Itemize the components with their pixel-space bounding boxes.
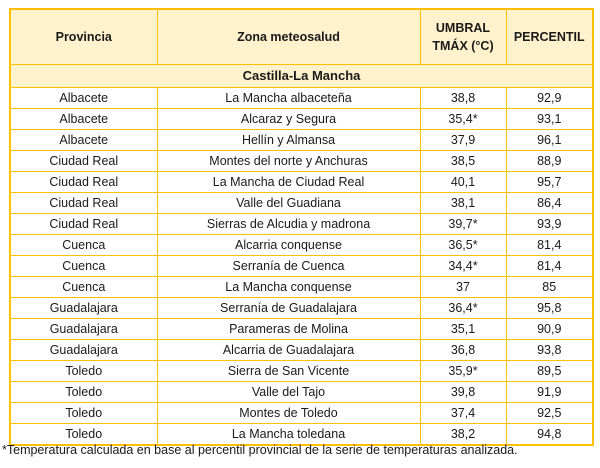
table-row: Cuenca Alcarria conquense 36,5* 81,4 [9,234,594,256]
table-row: Toledo La Mancha toledana 38,2 94,8 [9,423,594,446]
cell-umbral: 38,1 [419,192,507,214]
threshold-table: Provincia Zona meteosalud UMBRAL TMÁX (°… [9,8,594,446]
cell-zona: Alcarria de Guadalajara [156,339,421,361]
cell-zona: Montes del norte y Anchuras [156,150,421,172]
cell-zona: La Mancha toledana [156,423,421,446]
cell-percentil: 93,8 [505,339,594,361]
table-header-row: Provincia Zona meteosalud UMBRAL TMÁX (°… [9,8,594,65]
cell-provincia: Ciudad Real [9,171,158,193]
cell-percentil: 85 [505,276,594,298]
cell-provincia: Albacete [9,87,158,109]
cell-umbral: 37 [419,276,507,298]
table-row: Cuenca Serranía de Cuenca 34,4* 81,4 [9,255,594,277]
cell-umbral: 34,4* [419,255,507,277]
threshold-table-container: Provincia Zona meteosalud UMBRAL TMÁX (°… [9,8,594,446]
table-row: Albacete Alcaraz y Segura 35,4* 93,1 [9,108,594,130]
cell-zona: Parameras de Molina [156,318,421,340]
header-umbral: UMBRAL TMÁX (°C) [419,8,507,65]
cell-zona: La Mancha albaceteña [156,87,421,109]
cell-percentil: 93,9 [505,213,594,235]
cell-umbral: 38,8 [419,87,507,109]
table-row: Ciudad Real Valle del Guadiana 38,1 86,4 [9,192,594,214]
table-row: Guadalajara Parameras de Molina 35,1 90,9 [9,318,594,340]
cell-umbral: 39,7* [419,213,507,235]
cell-provincia: Guadalajara [9,318,158,340]
footnote: *Temperatura calculada en base al percen… [2,443,518,457]
cell-provincia: Cuenca [9,234,158,256]
cell-zona: La Mancha de Ciudad Real [156,171,421,193]
cell-umbral: 36,5* [419,234,507,256]
cell-percentil: 95,8 [505,297,594,319]
table-row: Ciudad Real Sierras de Alcudia y madrona 3… [9,213,594,235]
cell-zona: Alcaraz y Segura [156,108,421,130]
cell-percentil: 96,1 [505,129,594,151]
cell-zona: Serranía de Cuenca [156,255,421,277]
cell-provincia: Albacete [9,108,158,130]
region-row: Castilla-La Mancha [9,64,594,88]
cell-percentil: 91,9 [505,381,594,403]
table-row: Albacete Hellín y Almansa 37,9 96,1 [9,129,594,151]
header-umbral-line2: TMÁX (°C) [432,39,494,53]
table-row: Toledo Valle del Tajo 39,8 91,9 [9,381,594,403]
table-row: Cuenca La Mancha conquense 37 85 [9,276,594,298]
table-row: Guadalajara Serranía de Guadalajara 36,4* 9… [9,297,594,319]
cell-provincia: Toledo [9,402,158,424]
cell-percentil: 81,4 [505,255,594,277]
cell-percentil: 88,9 [505,150,594,172]
cell-percentil: 89,5 [505,360,594,382]
cell-umbral: 37,4 [419,402,507,424]
table-row: Albacete La Mancha albaceteña 38,8 92,9 [9,87,594,109]
header-percentil: PERCENTIL [505,8,594,65]
cell-provincia: Ciudad Real [9,150,158,172]
cell-provincia: Albacete [9,129,158,151]
cell-umbral: 37,9 [419,129,507,151]
cell-zona: Valle del Tajo [156,381,421,403]
header-zona: Zona meteosalud [156,8,421,65]
cell-provincia: Cuenca [9,276,158,298]
cell-umbral: 35,1 [419,318,507,340]
cell-percentil: 86,4 [505,192,594,214]
cell-provincia: Guadalajara [9,339,158,361]
cell-zona: Sierras de Alcudia y madrona [156,213,421,235]
cell-zona: La Mancha conquense [156,276,421,298]
cell-umbral: 38,2 [419,423,507,446]
cell-umbral: 40,1 [419,171,507,193]
cell-zona: Alcarria conquense [156,234,421,256]
table-row: Ciudad Real Montes del norte y Anchuras 38… [9,150,594,172]
cell-zona: Sierra de San Vicente [156,360,421,382]
cell-umbral: 35,9* [419,360,507,382]
cell-provincia: Cuenca [9,255,158,277]
header-provincia: Provincia [9,8,158,65]
cell-umbral: 38,5 [419,150,507,172]
cell-umbral: 36,8 [419,339,507,361]
cell-zona: Montes de Toledo [156,402,421,424]
cell-percentil: 90,9 [505,318,594,340]
cell-umbral: 35,4* [419,108,507,130]
cell-zona: Valle del Guadiana [156,192,421,214]
table-row: Toledo Sierra de San Vicente 35,9* 89,5 [9,360,594,382]
cell-provincia: Toledo [9,381,158,403]
cell-provincia: Ciudad Real [9,213,158,235]
table-row: Toledo Montes de Toledo 37,4 92,5 [9,402,594,424]
cell-percentil: 95,7 [505,171,594,193]
cell-percentil: 93,1 [505,108,594,130]
cell-umbral: 39,8 [419,381,507,403]
cell-provincia: Guadalajara [9,297,158,319]
cell-provincia: Toledo [9,423,158,446]
cell-percentil: 92,5 [505,402,594,424]
cell-umbral: 36,4* [419,297,507,319]
cell-provincia: Ciudad Real [9,192,158,214]
header-umbral-line1: UMBRAL [435,21,491,35]
table-row: Ciudad Real La Mancha de Ciudad Real 40,1 9… [9,171,594,193]
cell-provincia: Toledo [9,360,158,382]
cell-zona: Hellín y Almansa [156,129,421,151]
cell-zona: Serranía de Guadalajara [156,297,421,319]
region-label: Castilla-La Mancha [9,64,594,88]
cell-percentil: 94,8 [505,423,594,446]
cell-percentil: 81,4 [505,234,594,256]
cell-percentil: 92,9 [505,87,594,109]
table-row: Guadalajara Alcarria de Guadalajara 36,8 93… [9,339,594,361]
